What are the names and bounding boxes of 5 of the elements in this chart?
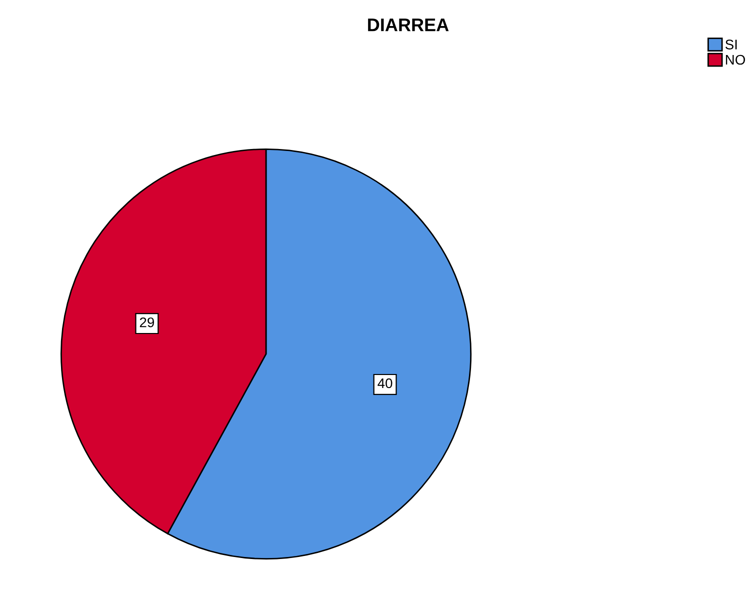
legend-label: SI <box>725 40 737 50</box>
data-label: 40 <box>378 378 392 388</box>
data-label: 29 <box>140 317 154 328</box>
legend-label: NO <box>726 54 745 65</box>
chart-title: DIARREA <box>368 18 449 32</box>
